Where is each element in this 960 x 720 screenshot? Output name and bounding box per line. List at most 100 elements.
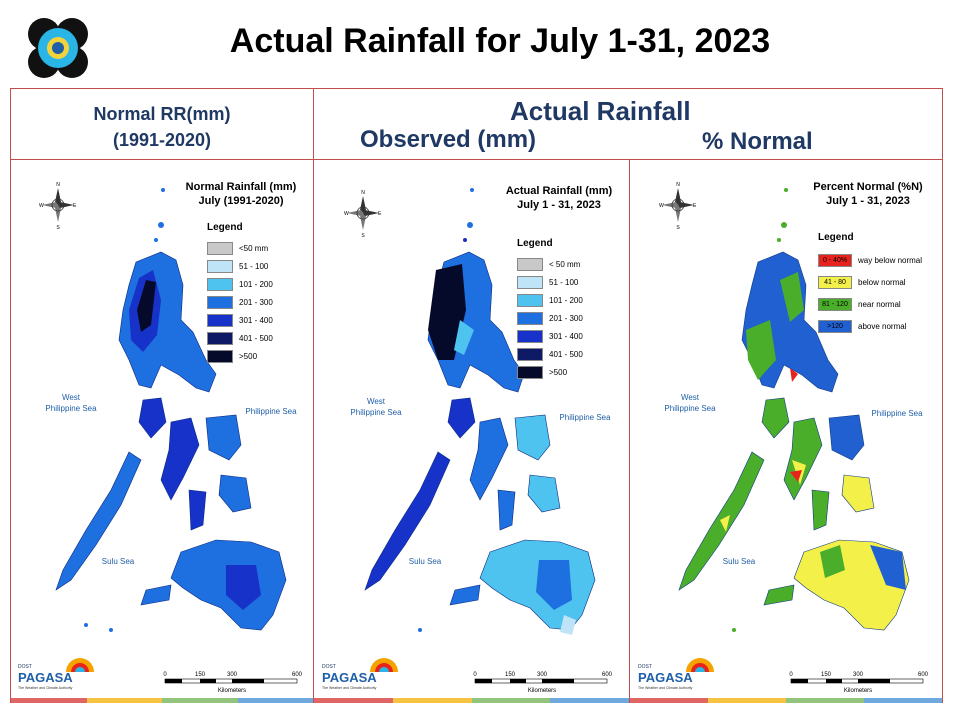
svg-text:PAGASA: PAGASA [18,670,73,685]
map1-title-line1: Normal Rainfall (mm) [185,181,297,193]
map2-legend-item: 401 - 500 [517,345,583,363]
normal-rainfall-map [55,188,287,632]
map1-legend-item: 201 - 300 [207,293,273,311]
stripe-seg [314,698,393,703]
sulu-sea-label: Sulu Sea [101,557,135,566]
map1-legend: Legend <50 mm 51 - 100 101 - 200 201 - 3… [207,222,273,365]
actual-rainfall-map [364,188,596,635]
svg-text:S: S [676,225,680,230]
percent-normal-map [678,188,910,632]
west-philippine-sea-label: West Philippine Sea [350,397,402,417]
compass-rose-icon: N S W E [38,180,78,231]
svg-text:600: 600 [602,672,613,678]
map1-legend-item: >500 [207,347,273,365]
brand-stripe [314,698,629,703]
normal-header-line2: (1991-2020) [112,130,212,150]
svg-text:S: S [361,233,365,238]
percent-normal-map-panel: Percent Normal (%N) July 1 - 31, 2023 Le… [630,160,942,702]
map1-swatch-2 [207,277,233,291]
svg-text:600: 600 [292,672,303,678]
svg-text:DOST: DOST [18,664,32,670]
stripe-seg [864,698,942,703]
svg-text:N: N [56,182,60,188]
map1-swatch-4 [207,313,233,327]
svg-text:Kilometers: Kilometers [218,688,246,694]
scale-bar: 0 150 300 600 Kilometers [160,668,310,704]
svg-text:DOST: DOST [638,664,652,670]
svg-text:300: 300 [537,672,548,678]
map3-swatch-0: 0 - 40% [818,253,852,267]
map1-swatch-1 [207,259,233,273]
map2-legend: Legend < 50 mm 51 - 100 101 - 200 201 - … [517,238,583,381]
west-philippine-sea-label: West Philippine Sea [664,393,716,413]
map1-swatch-6 [207,349,233,363]
map2-swatch-2 [517,293,543,307]
svg-text:N: N [676,182,680,188]
map3-swatch-1: 41 - 80 [818,275,852,289]
svg-text:0: 0 [473,672,477,678]
map1-legend-item: 301 - 400 [207,311,273,329]
svg-text:E: E [73,203,77,209]
map2-swatch-0 [517,257,543,271]
svg-text:Kilometers: Kilometers [528,688,556,694]
map1-title-line2: July (1991-2020) [198,195,284,207]
compass-rose-icon: N S W E [658,180,698,231]
svg-text:The Weather and Climate Author: The Weather and Climate Authority [18,686,73,690]
svg-text:The Weather and Climate Author: The Weather and Climate Authority [322,686,377,690]
map2-legend-item: 201 - 300 [517,309,583,327]
map2-swatch-1 [517,275,543,289]
philippine-sea-label: Philippine Sea [245,407,297,416]
svg-text:E: E [693,203,697,209]
map3-legend-title: Legend [818,232,854,243]
map2-legend-title: Legend [517,238,553,249]
map3-legend-item: 41 - 80 below normal [818,271,922,293]
observed-header: Observed (mm) [360,126,537,153]
svg-text:300: 300 [227,672,238,678]
svg-text:W: W [659,203,664,209]
svg-text:PAGASA: PAGASA [638,670,693,685]
stripe-seg [786,698,864,703]
svg-text:0: 0 [163,672,167,678]
map1-legend-item: 51 - 100 [207,257,273,275]
svg-text:DOST: DOST [322,664,336,670]
normal-header-line1: Normal RR(mm) [93,104,231,124]
map1-swatch-3 [207,295,233,309]
map2-swatch-6 [517,365,543,379]
west-philippine-sea-label: West Philippine Sea [45,393,97,413]
map2-legend-item: 101 - 200 [517,291,583,309]
map3-legend-item: 81 - 120 near normal [818,293,922,315]
svg-text:150: 150 [505,672,516,678]
stripe-seg [237,698,313,703]
stripe-seg [708,698,786,703]
svg-text:W: W [344,211,349,217]
svg-text:600: 600 [918,672,929,678]
svg-text:0: 0 [789,672,793,678]
actual-rainfall-header: Actual Rainfall [510,96,691,126]
map2-legend-item: < 50 mm [517,255,583,273]
map3-swatch-3: >120 [818,319,852,333]
philippine-sea-label: Philippine Sea [871,409,923,418]
pagasa-brand-logo: DOST PAGASA The Weather and Climate Auth… [636,656,716,692]
brand-stripe [11,698,313,703]
svg-text:300: 300 [853,672,864,678]
map1-legend-item: 101 - 200 [207,275,273,293]
stripe-seg [392,698,472,703]
compass-rose-icon: N S W E [343,188,383,239]
map1-swatch-5 [207,331,233,345]
svg-text:150: 150 [195,672,206,678]
map3-title-line1: Percent Normal (%N) [813,181,923,193]
map1-legend-item: 401 - 500 [207,329,273,347]
normal-rainfall-map-panel: Normal Rainfall (mm) July (1991-2020) Le… [11,160,313,702]
sulu-sea-label: Sulu Sea [722,557,756,566]
stripe-seg [550,698,629,703]
percent-normal-header: % Normal [702,128,813,155]
svg-text:N: N [361,190,365,196]
stripe-seg [471,698,551,703]
stripe-seg [86,698,162,703]
map3-title-line2: July 1 - 31, 2023 [826,195,910,207]
svg-text:150: 150 [821,672,832,678]
page-title: Actual Rainfall for July 1-31, 2023 [229,22,771,60]
svg-text:W: W [39,203,44,209]
map2-swatch-4 [517,329,543,343]
map2-title-line2: July 1 - 31, 2023 [517,199,601,211]
